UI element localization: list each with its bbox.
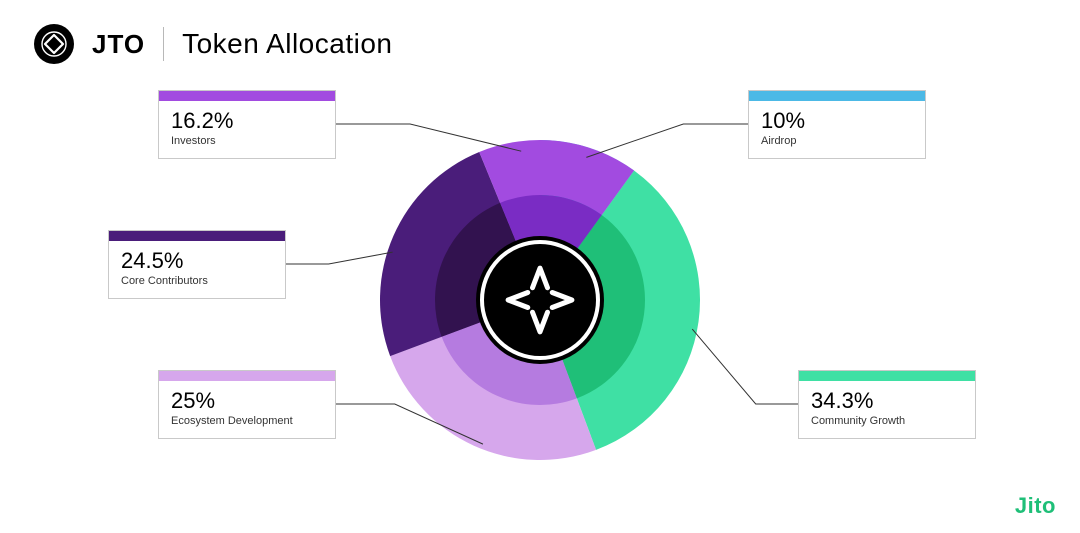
jto-glyph-icon: [41, 31, 67, 57]
header-divider: [163, 27, 164, 61]
label-stripe: [109, 231, 285, 241]
label-name: Ecosystem Development: [171, 415, 323, 428]
label-pct: 34.3%: [811, 389, 963, 413]
label-box-ecosystem: 25% Ecosystem Development: [158, 370, 336, 439]
jto-coin-icon: [34, 24, 74, 64]
leader-line-airdrop: [586, 124, 748, 157]
header: JTO Token Allocation: [34, 24, 392, 64]
label-pct: 24.5%: [121, 249, 273, 273]
label-name: Airdrop: [761, 135, 913, 148]
label-stripe: [799, 371, 975, 381]
brand-logo: Jito: [1015, 493, 1056, 519]
label-name: Core Contributors: [121, 275, 273, 288]
label-box-community: 34.3% Community Growth: [798, 370, 976, 439]
allocation-chart: 16.2% Investors 24.5% Core Contributors 25% E…: [0, 70, 1080, 503]
label-stripe: [749, 91, 925, 101]
label-name: Community Growth: [811, 415, 963, 428]
leader-line-community: [692, 329, 798, 404]
leader-line-contributors: [286, 252, 393, 264]
page-title: Token Allocation: [182, 28, 392, 60]
label-box-airdrop: 10% Airdrop: [748, 90, 926, 159]
label-stripe: [159, 371, 335, 381]
label-name: Investors: [171, 135, 323, 148]
ticker-label: JTO: [92, 29, 145, 60]
label-pct: 16.2%: [171, 109, 323, 133]
label-pct: 25%: [171, 389, 323, 413]
label-box-investors: 16.2% Investors: [158, 90, 336, 159]
label-box-contributors: 24.5% Core Contributors: [108, 230, 286, 299]
label-stripe: [159, 91, 335, 101]
label-pct: 10%: [761, 109, 913, 133]
